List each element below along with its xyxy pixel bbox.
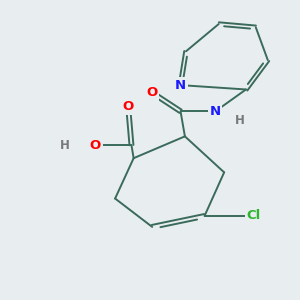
Text: N: N — [210, 105, 221, 118]
Text: Cl: Cl — [247, 209, 261, 223]
Text: H: H — [235, 113, 244, 127]
Text: H: H — [60, 139, 70, 152]
Text: O: O — [90, 139, 101, 152]
Text: N: N — [175, 79, 186, 92]
Text: O: O — [123, 100, 134, 113]
Text: O: O — [147, 86, 158, 99]
